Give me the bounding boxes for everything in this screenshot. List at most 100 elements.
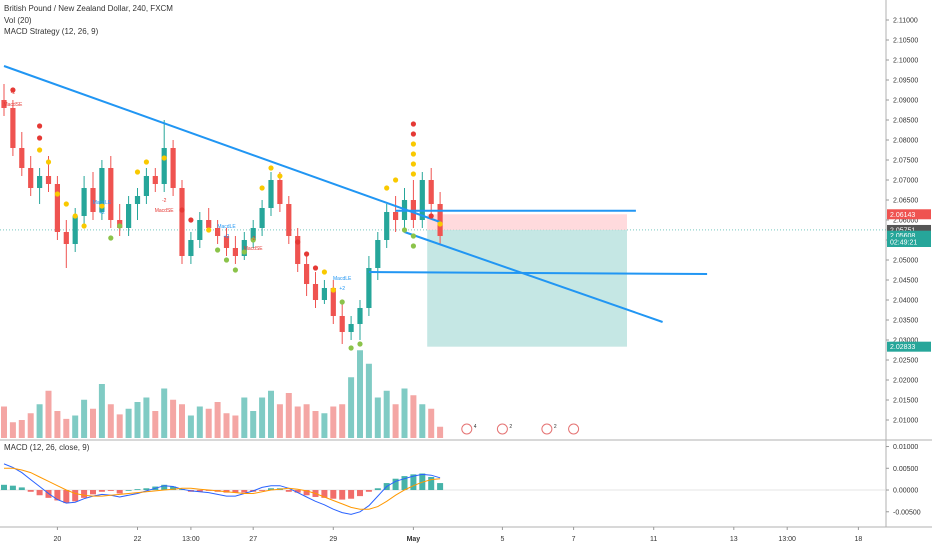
candle-body: [197, 220, 203, 240]
volume-bar: [170, 399, 177, 438]
macd-histogram-bar: [348, 490, 355, 499]
volume-bar: [365, 363, 372, 438]
candle-body: [375, 240, 381, 268]
trade-label: MacdSE: [3, 102, 23, 108]
macd-histogram-bar: [321, 490, 328, 498]
signal-dot: [215, 247, 221, 253]
signal-dot: [410, 161, 416, 167]
volume-bar: [330, 406, 337, 438]
volume-bar: [401, 388, 408, 438]
time-tick-label: 18: [855, 536, 863, 543]
candle-body: [45, 176, 52, 184]
signal-dot: [384, 185, 390, 191]
signal-dot: [188, 217, 194, 223]
volume-bar: [54, 411, 61, 438]
signal-dot: [410, 141, 416, 147]
volume-bar: [250, 411, 257, 438]
signal-dot: [206, 227, 212, 233]
candle-body: [419, 180, 425, 220]
signal-dot: [277, 173, 283, 179]
candle-body: [188, 240, 194, 256]
price-tick-label: 2.07500: [893, 158, 918, 165]
signal-dot: [268, 165, 274, 171]
price-tag-label: 2.06143: [890, 212, 915, 219]
price-tag: [887, 230, 931, 241]
macd-histogram-bar: [401, 476, 408, 491]
time-tick-label: 22: [134, 536, 142, 543]
volume-bar: [125, 408, 132, 438]
volume-bar: [143, 397, 150, 438]
price-tick-label: 2.05000: [893, 258, 918, 265]
trade-label: +2: [224, 234, 230, 240]
macd-histogram-bar: [303, 490, 310, 496]
signal-line: [4, 467, 441, 510]
candle-body: [90, 188, 96, 212]
event-marker-icon: [541, 423, 553, 435]
price-tag: [887, 224, 931, 235]
time-tick-label: 29: [329, 536, 337, 543]
trendline: [404, 231, 663, 323]
macd-histogram-bar: [428, 476, 435, 491]
signal-dot: [410, 243, 416, 249]
volume-bar: [294, 406, 301, 438]
candle-body: [357, 308, 363, 324]
candle-body: [206, 220, 212, 228]
macd-histogram-bar: [9, 485, 16, 491]
signal-dot: [179, 207, 185, 213]
candle-body: [28, 168, 34, 188]
candle-body: [223, 236, 230, 248]
volume-bar: [214, 402, 221, 438]
price-tick-label: 2.08500: [893, 118, 918, 125]
signal-dot: [393, 177, 399, 183]
volume-bar: [9, 422, 16, 438]
price-tick-label: 2.09000: [893, 98, 918, 105]
volume-bar: [259, 397, 266, 438]
candle-body: [428, 180, 434, 204]
signal-dot: [428, 213, 434, 219]
time-tick-label: 13:00: [182, 536, 200, 543]
volume-bar: [268, 390, 274, 438]
candle-body: [152, 176, 158, 184]
candle-body: [161, 148, 167, 184]
price-tick-label: 2.07000: [893, 178, 918, 185]
trade-label: +2: [99, 210, 105, 216]
trade-label: MacdLE: [217, 224, 236, 230]
price-tick-label: 2.01000: [893, 418, 918, 425]
macd-histogram-bar: [90, 490, 96, 495]
macd-histogram-bar: [339, 490, 346, 500]
macd-histogram-bar: [161, 484, 168, 491]
volume-bar: [36, 404, 43, 438]
price-tick-label: 2.06000: [893, 218, 918, 225]
volume-bar: [223, 413, 230, 438]
signal-dot: [117, 223, 123, 229]
signal-dot: [232, 267, 238, 273]
macd-histogram-bar: [98, 490, 105, 492]
volume-bar: [232, 415, 239, 438]
candle-body: [366, 268, 372, 308]
price-tick-label: 2.10000: [893, 58, 918, 65]
trade-label: MacdSE: [155, 208, 175, 214]
volume-bar: [116, 414, 123, 438]
volume-bar: [18, 420, 25, 438]
event-marker-count: 4: [474, 424, 477, 430]
volume-bar: [1, 406, 7, 438]
event-marker-icon: [496, 423, 508, 435]
macd-histogram-bar: [285, 490, 292, 492]
volume-bar: [187, 415, 194, 438]
signal-dot: [410, 233, 416, 239]
candle-body: [437, 204, 443, 236]
signal-dot: [410, 121, 416, 127]
macd-histogram-bar: [392, 478, 399, 491]
volume-bar: [357, 350, 363, 438]
signal-dot: [10, 87, 16, 93]
macd-histogram-bar: [72, 490, 79, 502]
trade-label: -2: [251, 236, 256, 242]
candle-body: [286, 204, 292, 236]
volume-bar: [303, 404, 310, 438]
signal-dot: [339, 299, 345, 305]
volume-bar: [410, 395, 417, 438]
time-tick-label: 13: [730, 536, 738, 543]
volume-bar: [312, 411, 319, 438]
